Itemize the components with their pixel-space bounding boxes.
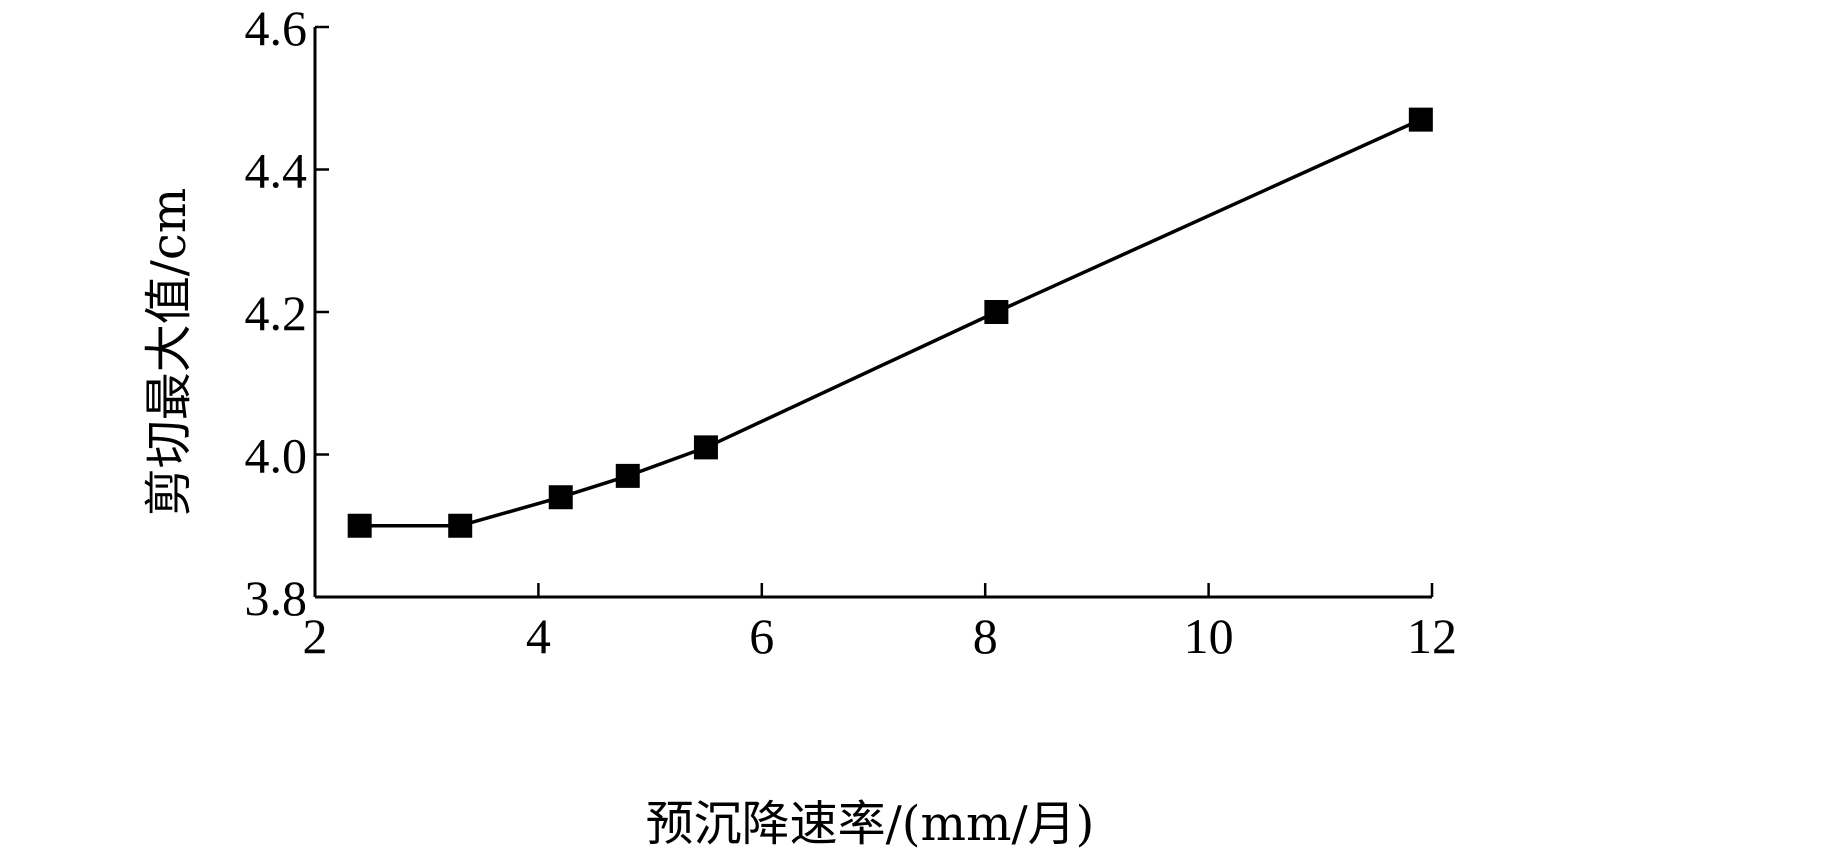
data-point-marker [1408, 107, 1433, 132]
y-tick-label: 4.0 [245, 428, 308, 484]
x-tick-label: 6 [749, 608, 774, 664]
x-tick-label: 10 [1184, 608, 1234, 664]
y-axis-title: 剪切最大值/cm [141, 188, 197, 517]
x-tick-label: 2 [303, 608, 328, 664]
x-tick-label: 8 [973, 608, 998, 664]
y-tick-label: 3.8 [245, 570, 308, 626]
ticks: 2 4 6 8 10 12 3.8 4.0 4.2 4.4 4.6 [245, 0, 1458, 664]
x-tick-label: 12 [1407, 608, 1457, 664]
data-point-marker [448, 513, 473, 538]
data-point-marker [347, 513, 372, 538]
x-tick-label: 4 [526, 608, 551, 664]
data-point-marker [984, 300, 1009, 324]
y-tick-label: 4.4 [245, 143, 308, 199]
series-line [359, 118, 1422, 528]
axes [313, 27, 1432, 599]
y-tick-label: 4.2 [245, 285, 308, 341]
y-tick-label: 4.6 [245, 0, 308, 56]
series [347, 107, 1433, 538]
data-point-marker [615, 463, 640, 488]
x-axis-title: 预沉降速率/(mm/月) [646, 796, 1095, 852]
data-point-marker [548, 485, 573, 510]
data-point-marker [693, 435, 718, 460]
axis-titles: 预沉降速率/(mm/月) 剪切最大值/cm [141, 188, 1094, 852]
